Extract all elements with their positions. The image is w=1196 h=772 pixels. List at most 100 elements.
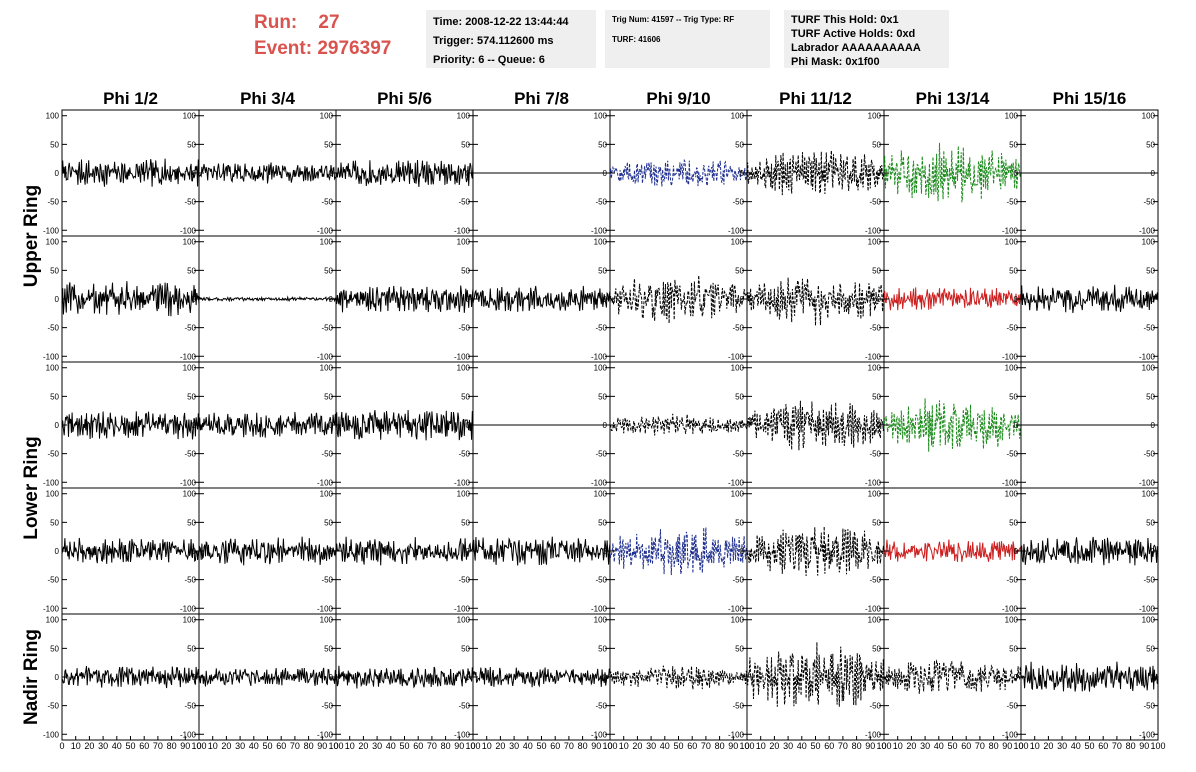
y-tick-label: -50 xyxy=(458,324,470,333)
x-tick-label: 80 xyxy=(167,741,177,751)
x-tick-label: 20 xyxy=(769,741,779,751)
x-tick-label: 0 xyxy=(607,741,612,751)
x-tick-label: 100 xyxy=(328,741,343,751)
y-tick-label: 100 xyxy=(320,616,334,625)
x-tick-label: 0 xyxy=(333,741,338,751)
column-header: Phi 11/12 xyxy=(779,89,852,108)
y-tick-label: 0 xyxy=(192,169,197,178)
y-tick-label: -100 xyxy=(591,730,608,739)
y-tick-label: -100 xyxy=(591,604,608,613)
y-tick-label: -50 xyxy=(1143,450,1155,459)
y-tick-label: 0 xyxy=(1014,547,1019,556)
y-tick-label: 100 xyxy=(868,238,882,247)
y-tick-label: 50 xyxy=(598,518,607,527)
run-value: 27 xyxy=(318,12,340,33)
y-tick-label: -50 xyxy=(1006,198,1018,207)
y-tick-label: 100 xyxy=(868,490,882,499)
x-tick-label: 70 xyxy=(838,741,848,751)
waveform-trace xyxy=(1020,661,1159,692)
x-tick-label: 20 xyxy=(632,741,642,751)
y-tick-label: -50 xyxy=(321,198,333,207)
x-tick-label: 50 xyxy=(947,741,957,751)
y-tick-label: 100 xyxy=(731,238,745,247)
y-tick-label: 0 xyxy=(740,673,745,682)
plot-panel xyxy=(609,361,748,489)
y-tick-label: -50 xyxy=(184,576,196,585)
waveform-trace xyxy=(883,539,1022,563)
y-tick-label: 50 xyxy=(598,644,607,653)
y-tick-label: -50 xyxy=(1143,324,1155,333)
waveform-trace xyxy=(198,536,337,566)
y-tick-label: 100 xyxy=(457,364,471,373)
x-tick-label: 30 xyxy=(646,741,656,751)
y-tick-label: -100 xyxy=(1002,730,1019,739)
x-tick-label: 20 xyxy=(358,741,368,751)
y-tick-label: -100 xyxy=(728,226,745,235)
waveform-trace xyxy=(883,659,1022,694)
y-tick-label: -100 xyxy=(1139,604,1156,613)
y-tick-label: -50 xyxy=(1006,576,1018,585)
y-tick-label: 100 xyxy=(731,112,745,121)
waveform-trace xyxy=(61,411,200,440)
y-tick-label: 0 xyxy=(603,295,608,304)
waveform-trace xyxy=(472,536,611,566)
y-tick-label: 0 xyxy=(329,421,334,430)
waveform-trace xyxy=(1020,536,1159,566)
y-tick-label: -100 xyxy=(454,478,471,487)
y-tick-label: 50 xyxy=(735,140,744,149)
x-tick-label: 40 xyxy=(249,741,259,751)
y-tick-label: -100 xyxy=(865,730,882,739)
waveform-trace xyxy=(335,285,474,313)
y-tick-label: 50 xyxy=(872,518,881,527)
x-tick-label: 40 xyxy=(112,741,122,751)
y-tick-label: -100 xyxy=(43,730,60,739)
y-tick-label: 100 xyxy=(1005,112,1019,121)
x-tick-label: 50 xyxy=(1084,741,1094,751)
waveform-trace xyxy=(883,287,1022,311)
x-tick-label: 90 xyxy=(1139,741,1149,751)
y-tick-label: -100 xyxy=(728,478,745,487)
y-tick-label: -100 xyxy=(43,604,60,613)
y-tick-label: -100 xyxy=(454,730,471,739)
x-tick-label: 80 xyxy=(441,741,451,751)
y-tick-label: 100 xyxy=(46,490,60,499)
y-tick-label: 50 xyxy=(50,266,59,275)
y-tick-label: 100 xyxy=(183,112,197,121)
y-tick-label: -100 xyxy=(180,226,197,235)
y-tick-label: 100 xyxy=(183,616,197,625)
y-tick-label: 50 xyxy=(735,266,744,275)
trigger-text: Trigger: 574.112600 ms xyxy=(433,35,554,47)
y-tick-label: -50 xyxy=(458,702,470,711)
y-tick-label: 0 xyxy=(877,673,882,682)
y-tick-label: 50 xyxy=(872,392,881,401)
waveform-trace xyxy=(883,398,1022,452)
y-tick-label: 0 xyxy=(55,169,60,178)
y-tick-label: -100 xyxy=(1139,226,1156,235)
y-tick-label: 50 xyxy=(461,644,470,653)
y-tick-label: 50 xyxy=(324,266,333,275)
x-tick-label: 50 xyxy=(262,741,272,751)
x-tick-label: 10 xyxy=(1030,741,1040,751)
y-tick-label: 100 xyxy=(594,238,608,247)
y-tick-label: -50 xyxy=(869,576,881,585)
y-tick-label: 50 xyxy=(1009,518,1018,527)
y-tick-label: 50 xyxy=(598,140,607,149)
y-tick-label: 0 xyxy=(1014,421,1019,430)
y-tick-label: -100 xyxy=(43,226,60,235)
y-tick-label: 50 xyxy=(872,266,881,275)
y-tick-label: 50 xyxy=(735,644,744,653)
y-tick-label: -50 xyxy=(184,324,196,333)
y-tick-label: -100 xyxy=(1002,226,1019,235)
y-tick-label: 0 xyxy=(329,295,334,304)
column-header: Phi 5/6 xyxy=(377,89,432,108)
y-tick-label: 0 xyxy=(877,421,882,430)
x-tick-label: 30 xyxy=(98,741,108,751)
x-tick-label: 60 xyxy=(139,741,149,751)
y-tick-label: -100 xyxy=(1002,352,1019,361)
y-tick-label: 0 xyxy=(603,169,608,178)
column-header: Phi 1/2 xyxy=(103,89,158,108)
x-tick-label: 50 xyxy=(536,741,546,751)
y-tick-label: 50 xyxy=(187,140,196,149)
x-tick-label: 100 xyxy=(191,741,206,751)
x-tick-label: 10 xyxy=(893,741,903,751)
